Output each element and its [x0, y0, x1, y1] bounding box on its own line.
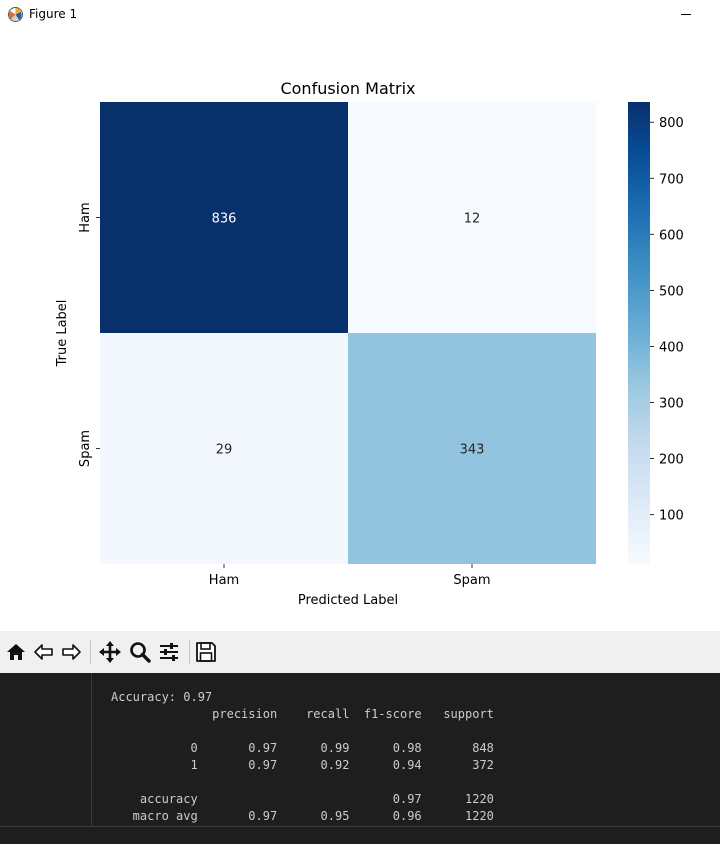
console-divider — [0, 826, 720, 827]
minimize-button[interactable] — [670, 0, 702, 30]
toolbar-separator — [189, 640, 190, 664]
window-title: Figure 1 — [29, 7, 78, 21]
title-bar: Figure 1 — [0, 0, 720, 30]
x-tick-label: Spam — [453, 573, 490, 588]
pan-icon[interactable] — [97, 639, 123, 665]
cell-value-label: 29 — [216, 443, 233, 458]
home-icon[interactable] — [3, 639, 29, 665]
forward-icon[interactable] — [58, 639, 84, 665]
cell-value-label: 343 — [460, 443, 485, 458]
save-icon[interactable] — [193, 639, 219, 665]
heatmap-cell — [348, 333, 596, 564]
confusion-matrix-chart: Confusion Matrix 836 12 29 343 Ham Spam Ham S… — [55, 79, 684, 608]
chart-title: Confusion Matrix — [280, 79, 415, 98]
figure-canvas: Confusion Matrix 836 12 29 343 Ham Spam Ham S… — [0, 30, 720, 630]
matplotlib-logo-icon — [8, 7, 23, 22]
heatmap-cell — [100, 102, 348, 333]
colorbar-tick-label: 600 — [659, 228, 684, 243]
colorbar-tick-label: 400 — [659, 340, 684, 355]
cell-value-label: 836 — [212, 212, 237, 227]
toolbar-separator — [90, 640, 91, 664]
navigation-toolbar — [0, 631, 720, 673]
heatmap-cell — [100, 333, 348, 564]
colorbar-tick-label: 300 — [659, 397, 684, 412]
console-gutter — [91, 673, 92, 826]
y-tick-label: Ham — [78, 202, 93, 232]
cell-value-label: 12 — [464, 212, 481, 227]
y-tick-label: Spam — [78, 430, 93, 467]
colorbar-tick-label: 500 — [659, 284, 684, 299]
colorbar-tick-label: 100 — [659, 509, 684, 524]
zoom-icon[interactable] — [127, 639, 153, 665]
configure-subplots-icon[interactable] — [156, 639, 182, 665]
y-axis-label: True Label — [55, 300, 70, 368]
classification-report: Accuracy: 0.97 precision recall f1-score… — [111, 690, 494, 823]
x-tick-label: Ham — [209, 573, 239, 588]
heatmap-cell — [348, 102, 596, 333]
minimize-icon — [681, 14, 691, 15]
colorbar — [628, 102, 650, 564]
x-axis-label: Predicted Label — [298, 593, 398, 608]
back-icon[interactable] — [31, 639, 57, 665]
console-output: Accuracy: 0.97 precision recall f1-score… — [0, 673, 720, 844]
colorbar-tick-label: 700 — [659, 172, 684, 187]
colorbar-tick-label: 800 — [659, 116, 684, 131]
colorbar-tick-label: 200 — [659, 453, 684, 468]
